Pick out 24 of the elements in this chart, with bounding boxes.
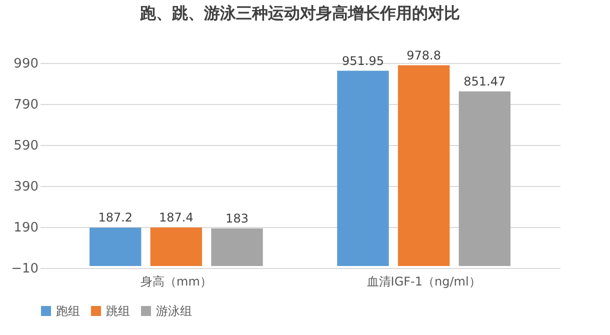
data-label: 978.8 bbox=[406, 48, 441, 62]
y-tick-label: 790 bbox=[14, 98, 38, 112]
x-tick-label: 血清IGF-1（ng/ml） bbox=[366, 274, 481, 288]
bar bbox=[211, 228, 263, 266]
data-label: 187.4 bbox=[159, 210, 194, 225]
y-tick-label: 390 bbox=[14, 180, 38, 194]
legend-label: 跳组 bbox=[106, 304, 130, 318]
data-label: 183 bbox=[226, 211, 248, 226]
x-tick-label: 身高（mm） bbox=[140, 274, 212, 288]
y-tick-label: −10 bbox=[11, 262, 38, 276]
data-label: 851.47 bbox=[464, 74, 506, 88]
chart-title: 跑、跳、游泳三种运动对身高增长作用的对比 bbox=[139, 3, 460, 22]
data-label: 187.2 bbox=[98, 210, 133, 225]
y-tick-label: 190 bbox=[14, 220, 38, 236]
bar bbox=[90, 228, 142, 266]
data-label: 951.95 bbox=[342, 54, 384, 68]
bar bbox=[150, 228, 202, 266]
bar bbox=[458, 91, 510, 266]
y-tick-label: 990 bbox=[14, 56, 38, 72]
legend-label: 游泳组 bbox=[156, 304, 192, 318]
bar bbox=[398, 65, 450, 266]
legend-label: 跑组 bbox=[56, 304, 80, 318]
bar bbox=[337, 70, 389, 266]
y-tick-label: 590 bbox=[14, 138, 38, 154]
